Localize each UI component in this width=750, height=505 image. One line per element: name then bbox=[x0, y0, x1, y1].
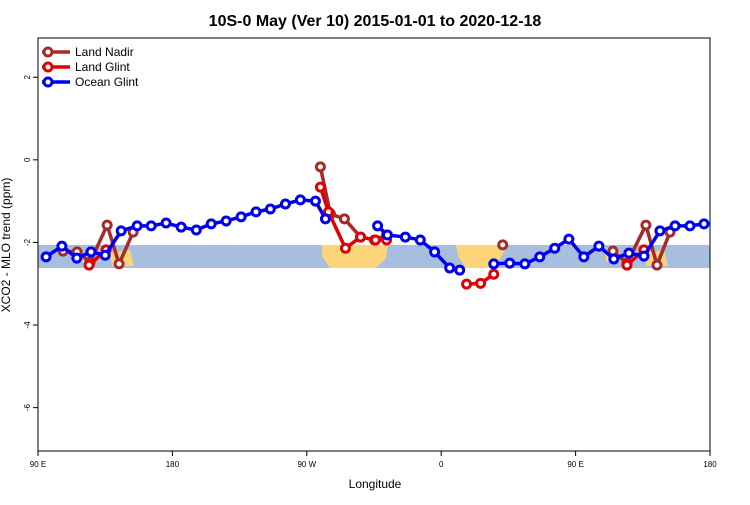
series-line bbox=[87, 186, 646, 286]
data-point bbox=[113, 258, 125, 270]
legend-marker bbox=[42, 61, 54, 73]
y-tick-label: 0 bbox=[23, 157, 32, 162]
data-point bbox=[235, 211, 247, 223]
data-point bbox=[145, 220, 157, 232]
plot-frame bbox=[37, 37, 711, 452]
data-point bbox=[669, 220, 681, 232]
data-point bbox=[160, 217, 172, 229]
data-point bbox=[684, 220, 696, 232]
data-point bbox=[369, 234, 381, 246]
data-point bbox=[190, 224, 202, 236]
x-tick-label: 180 bbox=[703, 460, 717, 469]
data-point bbox=[621, 259, 633, 271]
data-point bbox=[40, 251, 52, 263]
data-point bbox=[651, 259, 663, 271]
data-point bbox=[623, 247, 635, 259]
data-point bbox=[294, 194, 306, 206]
data-point bbox=[519, 258, 531, 270]
data-point bbox=[56, 240, 68, 252]
data-point bbox=[698, 218, 710, 230]
data-point bbox=[175, 221, 187, 233]
data-point bbox=[488, 268, 500, 280]
data-point bbox=[83, 259, 95, 271]
data-point bbox=[250, 206, 262, 218]
x-tick-label: 180 bbox=[166, 460, 180, 469]
data-point bbox=[101, 219, 113, 231]
data-point bbox=[640, 219, 652, 231]
data-point bbox=[638, 250, 650, 262]
data-point bbox=[372, 220, 384, 232]
x-tick-label: 90 E bbox=[30, 460, 46, 469]
data-point bbox=[205, 218, 217, 230]
data-point bbox=[608, 253, 620, 265]
data-point bbox=[475, 277, 487, 289]
data-point bbox=[319, 213, 331, 225]
legend-label: Ocean Glint bbox=[75, 75, 139, 89]
data-point bbox=[381, 229, 393, 241]
data-point bbox=[355, 231, 367, 243]
data-point bbox=[444, 262, 456, 274]
data-point bbox=[279, 198, 291, 210]
data-point bbox=[414, 234, 426, 246]
data-point bbox=[264, 203, 276, 215]
data-point bbox=[454, 264, 466, 276]
x-tick-label: 0 bbox=[439, 460, 444, 469]
legend-marker bbox=[42, 76, 54, 88]
data-point bbox=[461, 278, 473, 290]
data-point bbox=[131, 220, 143, 232]
y-tick-label: -2 bbox=[23, 238, 32, 246]
data-point bbox=[399, 231, 411, 243]
data-point bbox=[549, 242, 561, 254]
data-point bbox=[504, 257, 516, 269]
x-tick-label: 90 E bbox=[567, 460, 583, 469]
legend-label: Land Glint bbox=[75, 60, 130, 74]
data-point bbox=[563, 233, 575, 245]
x-tick-label: 90 W bbox=[297, 460, 316, 469]
data-point bbox=[220, 215, 232, 227]
y-axis-label: XCO2 - MLO trend (ppm) bbox=[0, 178, 13, 313]
legend-marker bbox=[42, 46, 54, 58]
data-point bbox=[71, 252, 83, 264]
legend-label: Land Nadir bbox=[75, 45, 134, 59]
chart-title: 10S-0 May (Ver 10) 2015-01-01 to 2020-12… bbox=[209, 13, 542, 30]
x-axis-label: Longitude bbox=[349, 477, 402, 491]
data-point bbox=[497, 239, 509, 251]
data-point bbox=[309, 195, 321, 207]
y-tick-label: 2 bbox=[23, 74, 32, 79]
data-point bbox=[578, 251, 590, 263]
data-point bbox=[99, 249, 111, 261]
y-tick-label: -6 bbox=[23, 404, 32, 412]
data-point bbox=[429, 246, 441, 258]
data-point bbox=[85, 246, 97, 258]
data-point bbox=[338, 213, 350, 225]
y-tick-label: -4 bbox=[23, 321, 32, 329]
data-point bbox=[488, 258, 500, 270]
data-point bbox=[314, 161, 326, 173]
data-point bbox=[593, 240, 605, 252]
data-point bbox=[314, 181, 326, 193]
data-point bbox=[534, 251, 546, 263]
data-point bbox=[115, 225, 127, 237]
data-point bbox=[339, 242, 351, 254]
data-point bbox=[654, 225, 666, 237]
